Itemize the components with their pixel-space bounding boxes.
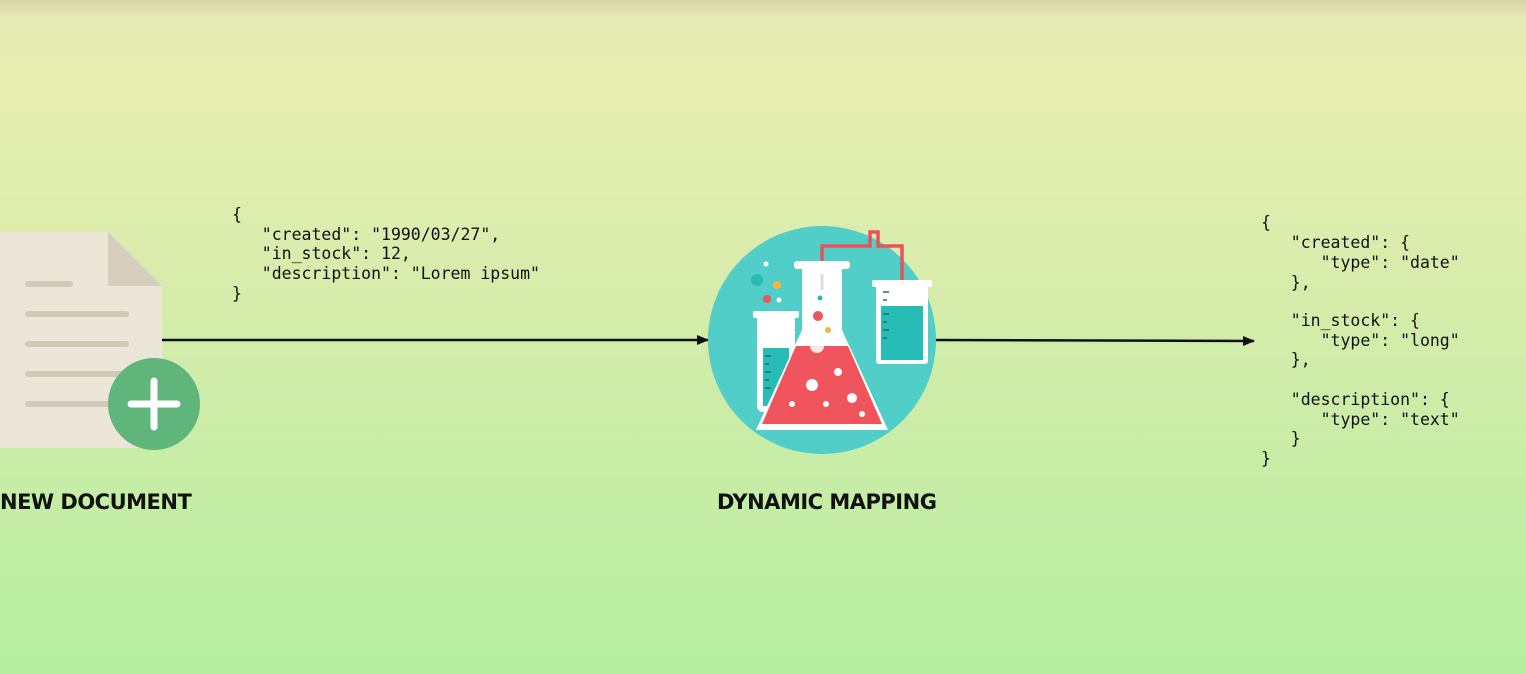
input-json-line: "created": "1990/03/27", (232, 225, 501, 244)
output-json-line: "created": { (1261, 233, 1411, 252)
output-json-line: "type": "text" (1261, 410, 1460, 429)
output-json-line: } (1261, 449, 1271, 468)
input-json-line: "description": "Lorem ipsum" (232, 264, 540, 283)
output-json-line: "type": "date" (1261, 253, 1460, 272)
output-json-line: { (1261, 213, 1271, 232)
input-json-line: } (232, 284, 242, 303)
input-json-line: "in_stock": 12, (232, 244, 411, 263)
dynamic-mapping-label: DYNAMIC MAPPING (717, 490, 937, 514)
new-document-label: NEW DOCUMENT (0, 490, 192, 514)
input-json-line: { (232, 205, 242, 224)
arrow-mapping-to-output (933, 335, 1255, 346)
plus-icon (108, 358, 200, 450)
lab-flask-icon (708, 226, 936, 454)
output-json-line: }, (1261, 273, 1311, 292)
top-shadow (0, 0, 1526, 18)
output-json-line: "description": { (1261, 390, 1450, 409)
output-json-line: }, (1261, 350, 1311, 369)
output-json-line: "type": "long" (1261, 331, 1460, 350)
output-json-line: "in_stock": { (1261, 311, 1420, 330)
output-json-line: } (1261, 429, 1301, 448)
